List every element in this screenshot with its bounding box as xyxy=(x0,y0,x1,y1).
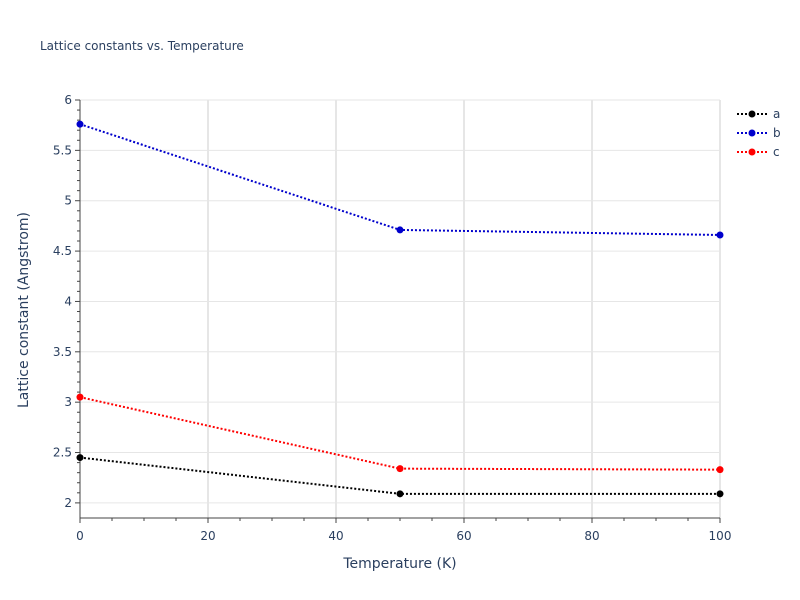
y-tick-label: 3.5 xyxy=(53,345,72,359)
y-tick-label: 4 xyxy=(64,294,72,308)
data-point-c[interactable] xyxy=(396,465,404,473)
data-point-c[interactable] xyxy=(716,466,724,474)
axes: 0 20 40 60 80 100 2 2.5 3 3.5 4 4.5 5 5.5 6 xyxy=(53,93,732,543)
legend-swatch-marker xyxy=(748,110,756,118)
data-point-a[interactable] xyxy=(76,454,84,462)
x-tick-label: 80 xyxy=(584,529,599,543)
legend-swatch-marker xyxy=(748,148,756,156)
legend-label: b xyxy=(773,126,781,140)
legend-item-b[interactable]: b xyxy=(737,126,781,140)
data-point-a[interactable] xyxy=(716,490,724,498)
legend-item-c[interactable]: c xyxy=(737,145,780,159)
legend-label: c xyxy=(773,145,780,159)
legend-item-a[interactable]: a xyxy=(737,107,780,121)
x-tick-label: 100 xyxy=(709,529,732,543)
x-axis-title: Temperature (K) xyxy=(342,556,456,572)
y-tick-label: 3 xyxy=(64,395,72,409)
series-line-c xyxy=(79,396,721,471)
data-point-c[interactable] xyxy=(76,393,84,401)
data-point-b[interactable] xyxy=(716,231,724,239)
grid xyxy=(80,99,721,518)
chart-title: Lattice constants vs. Temperature xyxy=(40,39,244,53)
y-axis-title: Lattice constant (Angstrom) xyxy=(16,212,32,408)
y-tick-label: 5.5 xyxy=(53,143,72,157)
plot-series xyxy=(76,120,724,498)
x-tick-label: 0 xyxy=(76,529,84,543)
data-point-a[interactable] xyxy=(396,490,404,498)
data-point-b[interactable] xyxy=(76,120,84,128)
y-tick-label: 4.5 xyxy=(53,244,72,258)
x-tick-label: 60 xyxy=(456,529,471,543)
x-tick-label: 20 xyxy=(200,529,215,543)
data-point-b[interactable] xyxy=(396,226,404,234)
legend-swatch-marker xyxy=(748,129,756,137)
y-tick-label: 5 xyxy=(64,194,72,208)
legend-label: a xyxy=(773,107,780,121)
x-tick-label: 40 xyxy=(328,529,343,543)
legend[interactable]: abc xyxy=(737,107,781,159)
y-tick-label: 2.5 xyxy=(53,446,72,460)
y-tick-label: 6 xyxy=(64,93,72,107)
y-tick-label: 2 xyxy=(64,496,72,510)
